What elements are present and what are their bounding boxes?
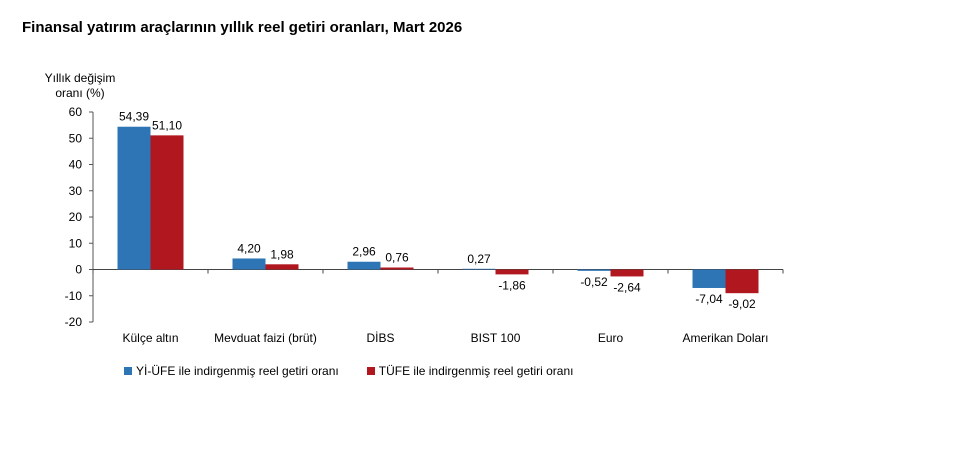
- bar-series1-1: [232, 258, 266, 270]
- y-tick-label-0: 60: [69, 105, 83, 119]
- y-tick-label-7: -10: [65, 289, 83, 303]
- data-label-series2-2: 0,76: [385, 251, 409, 265]
- legend-item-series-2: TÜFE ile indirgenmiş reel getiri oranı: [366, 364, 574, 378]
- data-label-series1-3: 0,27: [467, 252, 491, 266]
- bar-series2-1: [265, 264, 299, 270]
- legend-swatch-series-1: [124, 367, 132, 375]
- y-tick-label-3: 30: [69, 184, 83, 198]
- legend-item-series-1: Yİ-ÜFE ile indirgenmiş reel getiri oranı: [124, 364, 339, 378]
- category-label-0: Külçe altın: [122, 331, 178, 345]
- y-tick-label-5: 10: [69, 236, 83, 250]
- data-label-series2-5: -9,02: [728, 297, 756, 311]
- y-tick-label-1: 50: [69, 131, 83, 145]
- bar-series2-3: [495, 269, 529, 275]
- chart-title: Finansal yatırım araçlarının yıllık reel…: [22, 19, 463, 36]
- y-tick-label-4: 20: [69, 210, 83, 224]
- bar-series1-4: [577, 269, 611, 271]
- legend-label-series-2: TÜFE ile indirgenmiş reel getiri oranı: [378, 364, 574, 378]
- category-label-1: Mevduat faizi (brüt): [214, 331, 317, 345]
- bar-series1-2: [347, 261, 381, 270]
- data-label-series2-4: -2,64: [613, 280, 641, 294]
- bar-series1-3: [462, 268, 496, 270]
- category-label-2: DİBS: [366, 331, 394, 345]
- data-label-series1-5: -7,04: [695, 292, 723, 306]
- y-tick-label-2: 40: [69, 158, 83, 172]
- y-axis-label: Yıllık değişim oranı (%): [40, 71, 120, 101]
- y-axis-label-line1: Yıllık değişim: [44, 71, 116, 85]
- data-label-series2-1: 1,98: [270, 247, 294, 261]
- data-label-series1-4: -0,52: [580, 275, 608, 289]
- y-axis-label-line2: oranı (%): [55, 86, 105, 100]
- category-label-3: BIST 100: [471, 331, 521, 345]
- legend-swatch-series-2: [366, 367, 375, 375]
- legend: Yİ-ÜFE ile indirgenmiş reel getiri oranı…: [124, 364, 574, 378]
- bar-series2-2: [380, 267, 414, 270]
- category-label-4: Euro: [598, 331, 624, 345]
- data-label-series1-1: 4,20: [237, 241, 261, 255]
- data-label-series1-2: 2,96: [352, 245, 376, 259]
- y-tick-label-6: 0: [75, 263, 82, 277]
- data-label-series2-3: -1,86: [498, 278, 526, 292]
- bar-series2-5: [725, 269, 759, 294]
- category-label-5: Amerikan Doları: [682, 331, 768, 345]
- bar-series2-0: [150, 135, 184, 270]
- data-label-series1-0: 54,39: [119, 110, 149, 124]
- y-tick-label-8: -20: [65, 315, 83, 329]
- bar-series1-5: [692, 269, 726, 288]
- bar-series2-4: [610, 269, 644, 277]
- legend-label-series-1: Yİ-ÜFE ile indirgenmiş reel getiri oranı: [136, 364, 339, 378]
- data-label-series2-0: 51,10: [152, 118, 182, 132]
- bar-series1-0: [117, 126, 151, 270]
